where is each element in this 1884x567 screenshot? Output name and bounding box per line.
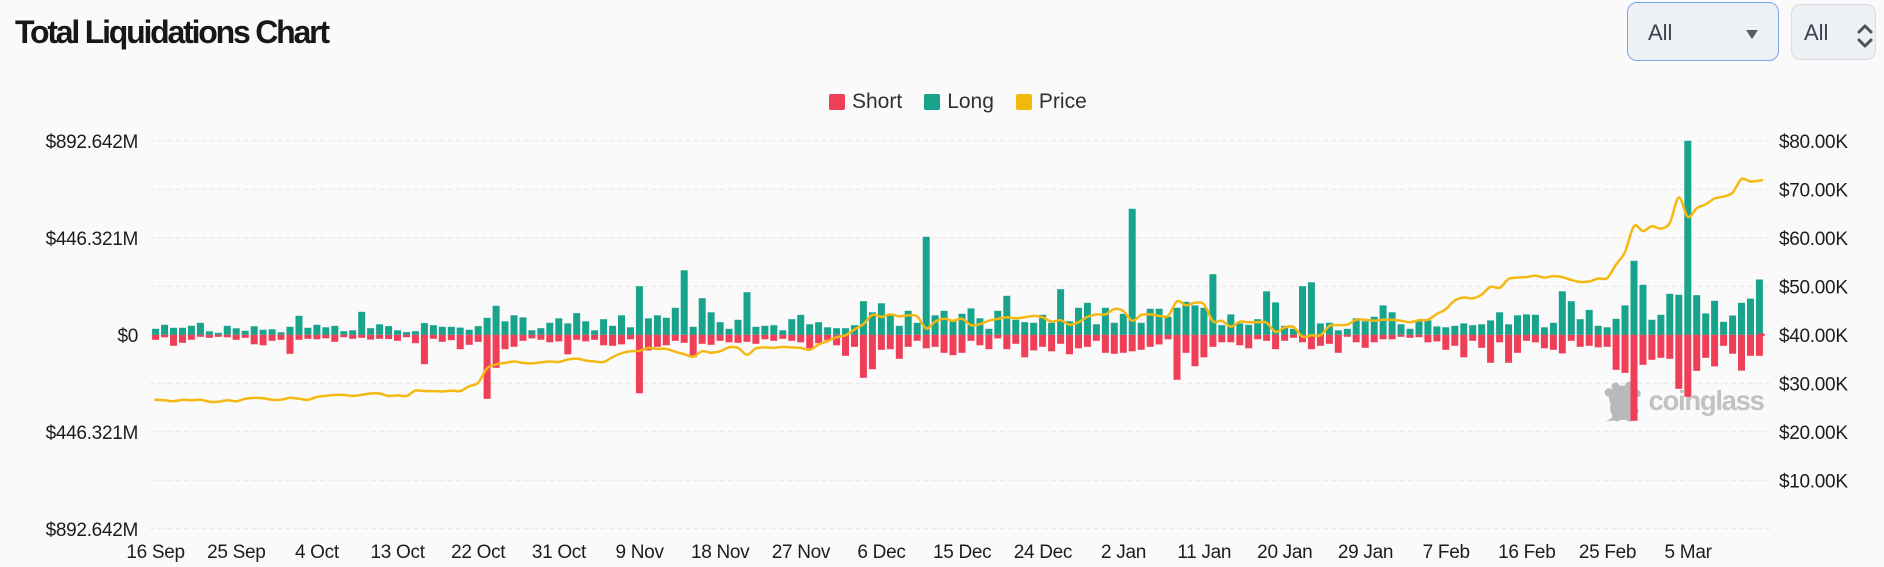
svg-text:2 Jan: 2 Jan [1101, 542, 1146, 563]
svg-text:15 Dec: 15 Dec [933, 542, 991, 563]
svg-text:$40.00K: $40.00K [1779, 326, 1848, 347]
svg-text:27 Nov: 27 Nov [772, 542, 831, 563]
svg-text:11 Jan: 11 Jan [1177, 542, 1231, 563]
svg-text:$446.321M: $446.321M [46, 229, 138, 250]
svg-text:16 Feb: 16 Feb [1498, 542, 1555, 563]
svg-text:16 Sep: 16 Sep [126, 542, 184, 563]
svg-text:9 Nov: 9 Nov [616, 542, 665, 563]
svg-text:24 Dec: 24 Dec [1014, 542, 1072, 563]
svg-text:coinglass: coinglass [1649, 385, 1765, 416]
svg-text:6 Dec: 6 Dec [857, 542, 905, 563]
svg-text:$50.00K: $50.00K [1779, 277, 1848, 298]
svg-text:$70.00K: $70.00K [1779, 180, 1848, 201]
svg-text:20 Jan: 20 Jan [1257, 542, 1312, 563]
svg-text:$60.00K: $60.00K [1779, 229, 1848, 250]
svg-text:$0: $0 [117, 326, 138, 347]
svg-text:$30.00K: $30.00K [1779, 374, 1848, 395]
svg-text:4 Oct: 4 Oct [295, 542, 340, 563]
svg-text:29 Jan: 29 Jan [1338, 542, 1393, 563]
svg-text:25 Feb: 25 Feb [1579, 542, 1636, 563]
svg-text:$10.00K: $10.00K [1779, 471, 1848, 492]
svg-text:22 Oct: 22 Oct [451, 542, 506, 563]
svg-text:31 Oct: 31 Oct [532, 542, 587, 563]
svg-text:$80.00K: $80.00K [1779, 132, 1848, 153]
svg-text:$892.642M: $892.642M [46, 520, 138, 541]
svg-text:$446.321M: $446.321M [46, 423, 138, 444]
svg-text:5 Mar: 5 Mar [1665, 542, 1713, 563]
svg-text:$892.642M: $892.642M [46, 132, 138, 153]
svg-text:18 Nov: 18 Nov [691, 542, 750, 563]
svg-text:13 Oct: 13 Oct [371, 542, 426, 563]
svg-text:25 Sep: 25 Sep [207, 542, 265, 563]
svg-text:$20.00K: $20.00K [1779, 423, 1848, 444]
svg-text:7 Feb: 7 Feb [1423, 542, 1470, 563]
